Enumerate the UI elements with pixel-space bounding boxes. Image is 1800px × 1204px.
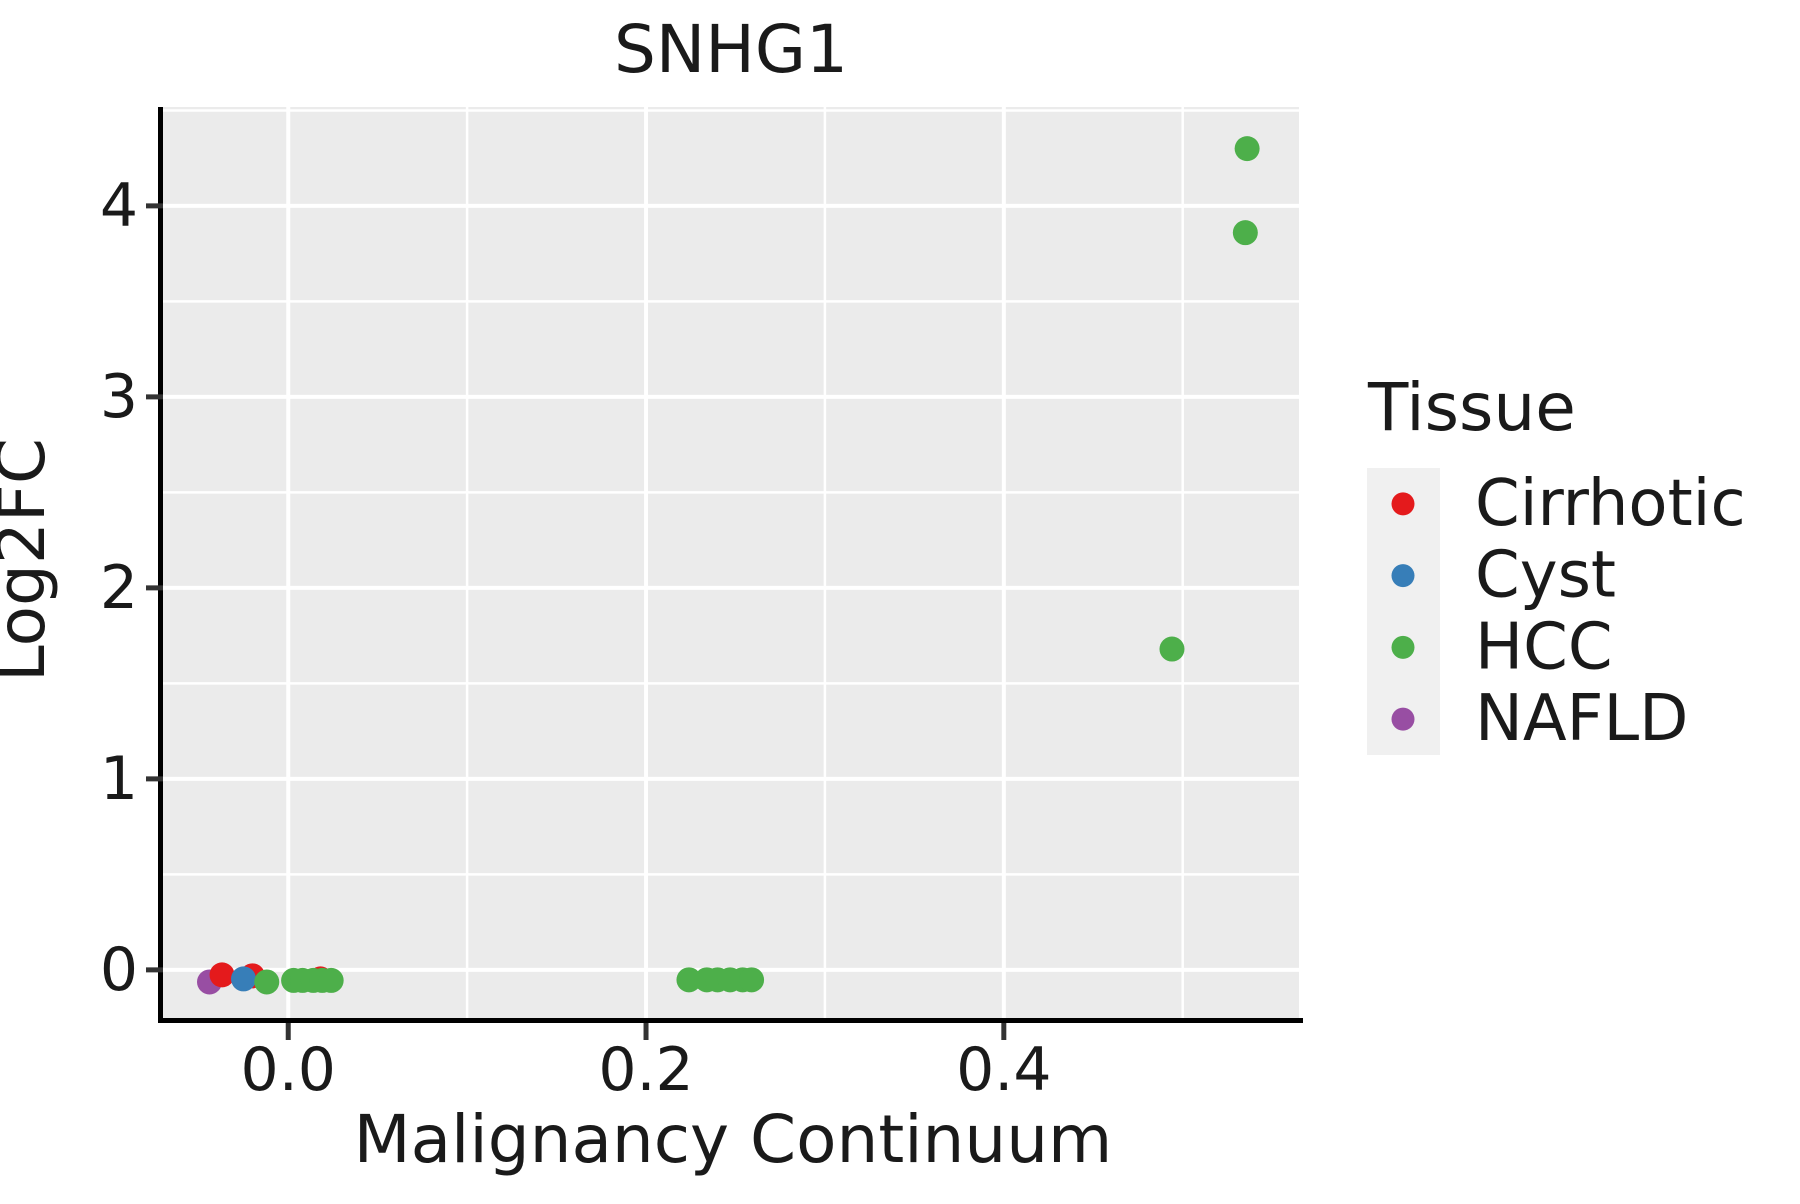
legend-dot-nafld xyxy=(1391,707,1415,731)
gridlines-minor xyxy=(163,107,1299,1019)
data-points-layer xyxy=(197,136,1260,995)
legend-key-strip xyxy=(1367,468,1440,755)
x-tick-label: 0.4 xyxy=(956,1035,1051,1105)
plot-panel xyxy=(163,107,1299,1019)
legend-dot-cirrhotic xyxy=(1391,492,1415,516)
axis-ticks xyxy=(146,203,1007,1040)
x-tick-label: 0.0 xyxy=(241,1035,336,1105)
x-tick-label: 0.2 xyxy=(598,1035,693,1105)
data-point-cyst xyxy=(231,966,257,992)
legend-dot-cyst xyxy=(1391,564,1415,588)
legend-label-cirrhotic: Cirrhotic xyxy=(1475,467,1746,541)
data-point-hcc xyxy=(739,967,765,993)
y-tick-label: 2 xyxy=(100,553,138,623)
data-point-hcc xyxy=(1159,636,1185,662)
legend-title: Tissue xyxy=(1367,369,1576,446)
y-axis-label: Log2FC xyxy=(0,438,60,682)
chart-title: SNHG1 xyxy=(614,11,848,88)
y-tick-label: 0 xyxy=(100,935,138,1005)
legend-label-nafld: NAFLD xyxy=(1475,682,1688,756)
data-point-cirrhotic xyxy=(209,962,235,988)
y-tick-label: 4 xyxy=(100,171,138,241)
x-axis-label: Malignancy Continuum xyxy=(354,1101,1113,1178)
y-tick-label: 3 xyxy=(100,362,138,432)
data-point-hcc xyxy=(254,969,280,995)
axis-tick-labels: 0.0 0.2 0.4 0 1 2 3 4 xyxy=(100,171,1052,1105)
y-tick-label: 1 xyxy=(100,744,138,814)
gridlines-major xyxy=(163,107,1299,1019)
legend-label-cyst: Cyst xyxy=(1475,539,1616,613)
data-point-hcc xyxy=(1232,220,1258,246)
axis-lines xyxy=(158,107,1303,1023)
data-point-hcc xyxy=(318,967,344,993)
legend-dot-hcc xyxy=(1391,635,1415,659)
data-point-hcc xyxy=(676,967,702,993)
data-point-hcc xyxy=(1234,136,1260,162)
legend-label-hcc: HCC xyxy=(1475,610,1613,684)
